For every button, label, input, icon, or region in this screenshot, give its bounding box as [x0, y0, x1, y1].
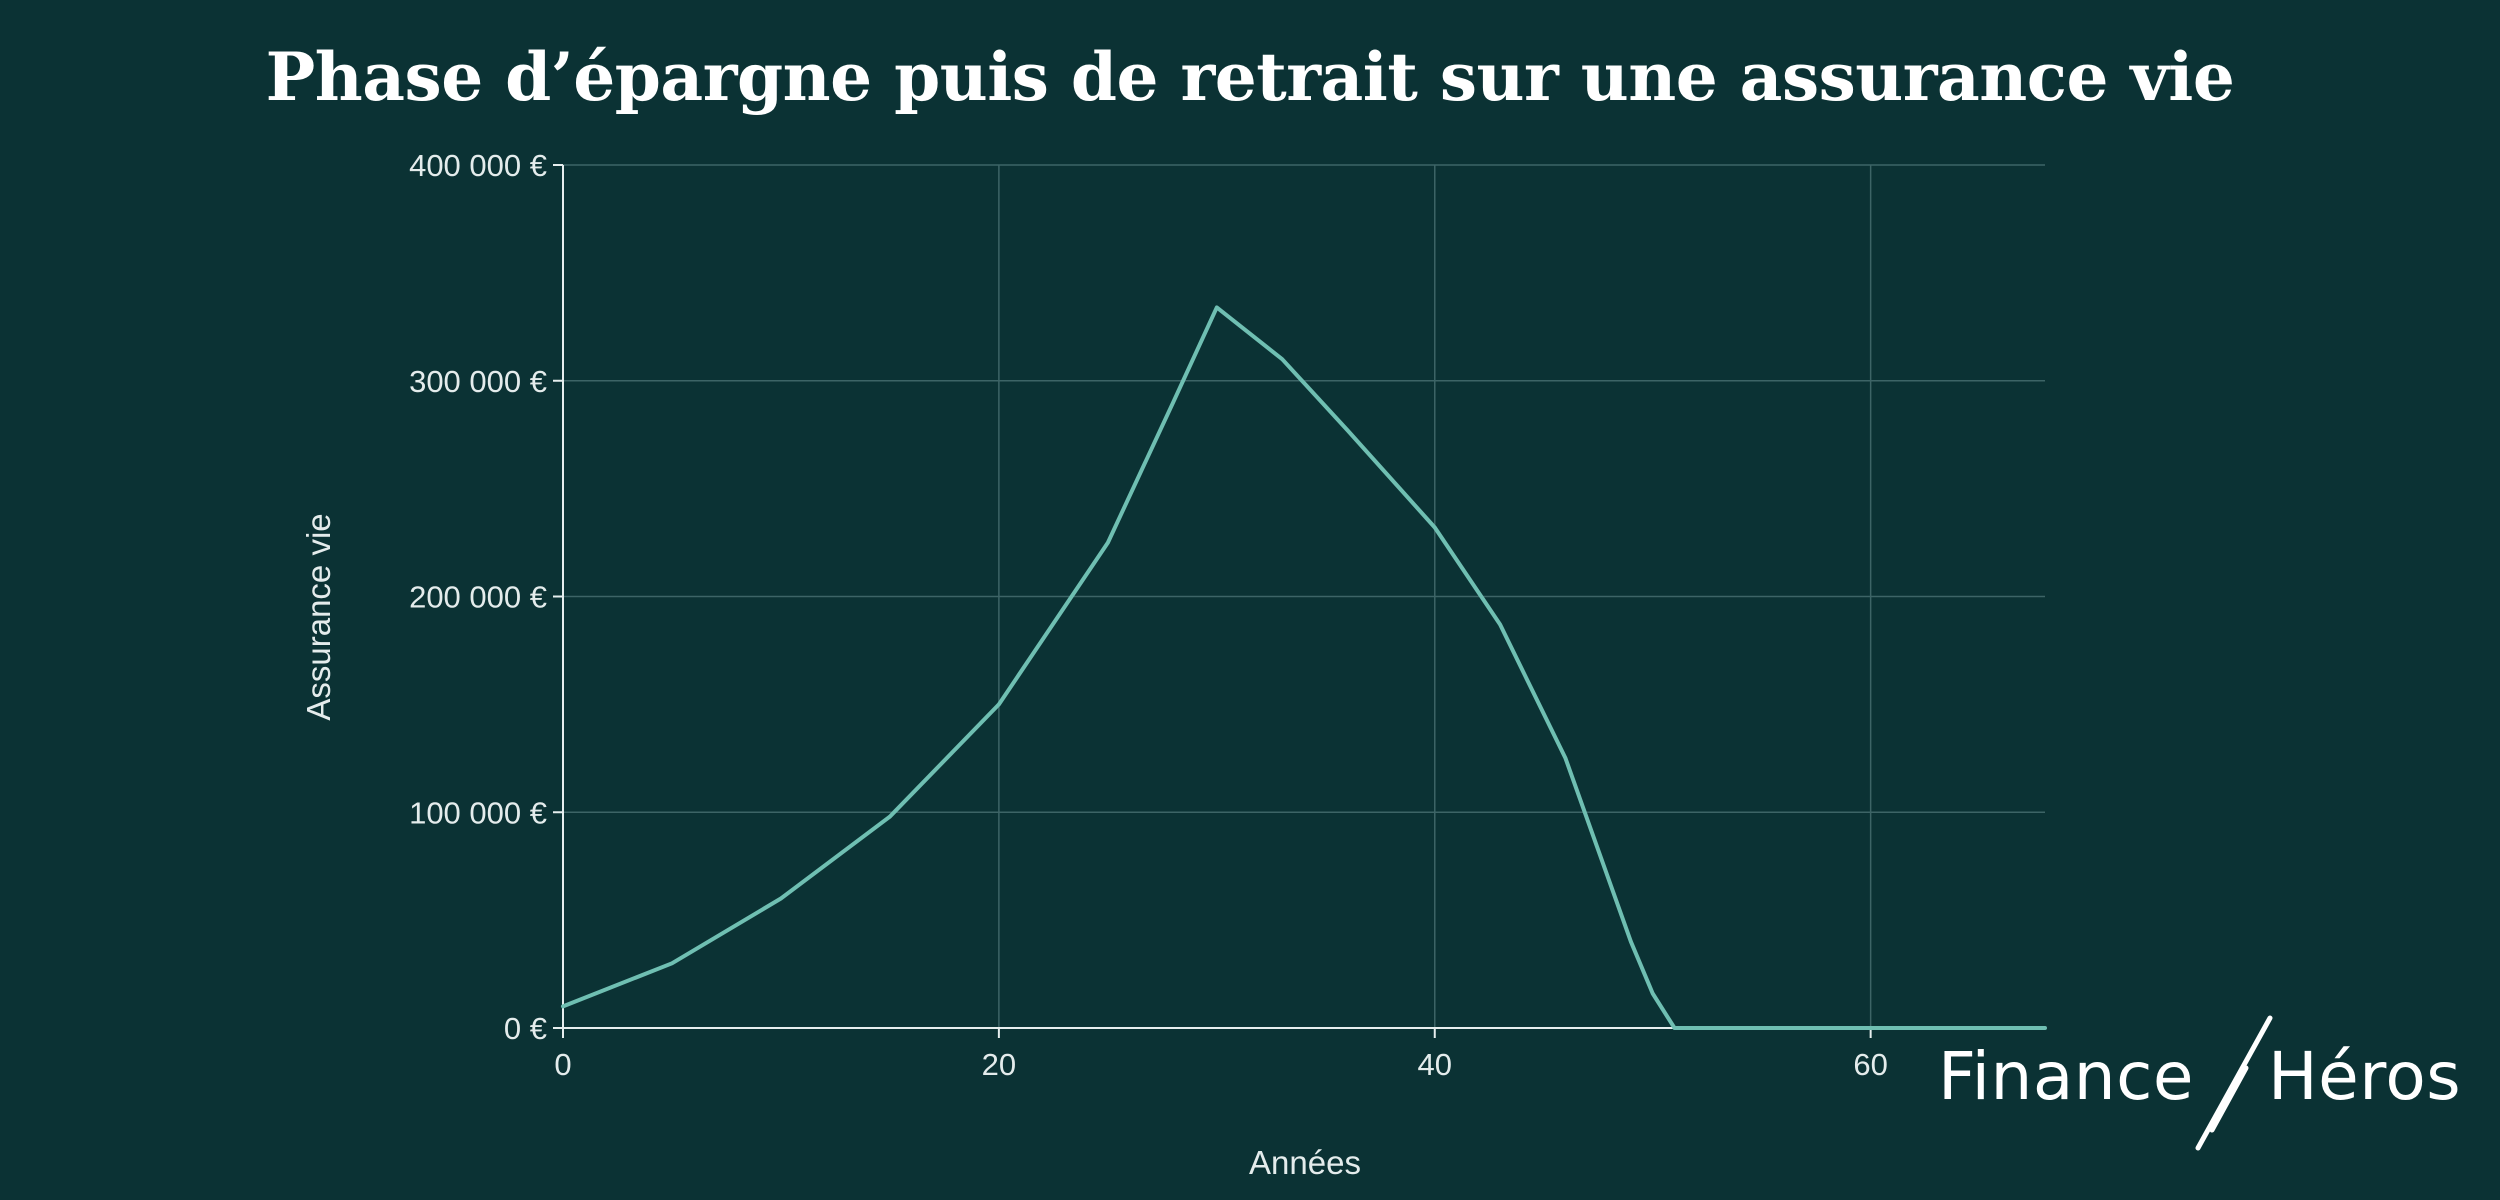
series-layer	[561, 305, 2047, 1030]
chart-title: Phase d’épargne puis de retrait sur une …	[265, 38, 2235, 116]
x-tick-label: 0	[554, 1047, 571, 1082]
tick-labels: 0 € 100 000 € 200 000 € 300 000 € 400 000 € 0…	[409, 148, 1888, 1082]
y-tick-label: 0 €	[504, 1011, 547, 1046]
x-axis-title: Années	[1249, 1144, 1361, 1181]
finance-heros-logo: Finance Héros	[1938, 1010, 2478, 1160]
logo-word-left: Finance	[1938, 1038, 2194, 1115]
y-tick-label: 300 000 €	[409, 364, 547, 399]
y-tick-label: 100 000 €	[409, 795, 547, 830]
logo-word-right: Héros	[2268, 1038, 2462, 1115]
x-tick-label: 60	[1853, 1047, 1887, 1082]
axes	[553, 164, 2045, 1038]
x-tick-label: 20	[982, 1047, 1016, 1082]
grid-lines	[563, 164, 2045, 1028]
x-tick-label: 40	[1418, 1047, 1452, 1082]
y-tick-label: 400 000 €	[409, 148, 547, 183]
series-line	[561, 305, 2047, 1030]
y-axis-title: Assurance vie	[300, 513, 337, 720]
y-tick-label: 200 000 €	[409, 580, 547, 615]
logo-wordmark: Finance Héros	[1938, 1038, 2461, 1115]
double-slash-icon	[2195, 1015, 2273, 1151]
